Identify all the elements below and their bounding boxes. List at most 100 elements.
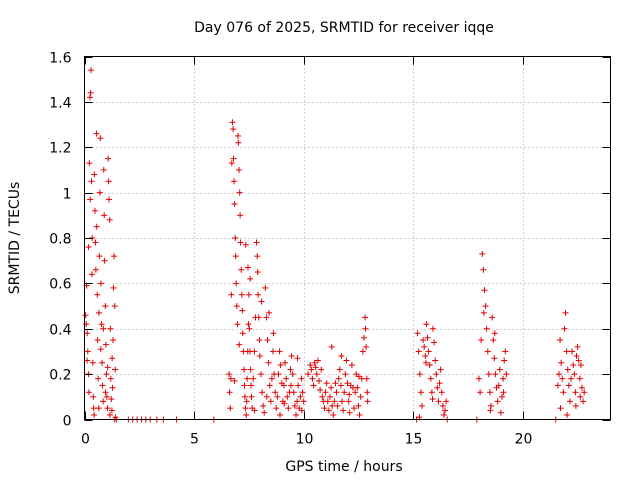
data-point bbox=[88, 67, 95, 74]
data-point bbox=[356, 411, 363, 418]
data-point bbox=[333, 389, 340, 396]
data-point bbox=[87, 196, 94, 203]
data-point bbox=[102, 341, 109, 348]
data-point bbox=[100, 166, 107, 173]
data-point bbox=[309, 375, 316, 382]
data-point bbox=[92, 239, 99, 246]
data-point bbox=[236, 189, 243, 196]
data-point bbox=[98, 321, 105, 328]
data-point bbox=[272, 389, 279, 396]
data-point bbox=[558, 359, 565, 366]
chart-title: Day 076 of 2025, SRMTID for receiver iqq… bbox=[194, 20, 494, 36]
data-point bbox=[579, 384, 586, 391]
data-point bbox=[269, 348, 276, 355]
data-point bbox=[480, 309, 487, 316]
data-point bbox=[232, 253, 239, 260]
data-point bbox=[259, 389, 266, 396]
data-point bbox=[107, 375, 114, 382]
data-point bbox=[241, 393, 248, 400]
data-point bbox=[479, 250, 486, 257]
data-point bbox=[258, 298, 265, 305]
data-point bbox=[254, 253, 261, 260]
data-point bbox=[571, 371, 578, 378]
data-point bbox=[476, 375, 482, 382]
data-point bbox=[95, 405, 102, 412]
data-point bbox=[267, 398, 274, 405]
data-point bbox=[86, 94, 93, 101]
data-point bbox=[263, 314, 270, 321]
data-point bbox=[109, 384, 116, 391]
data-point bbox=[248, 393, 255, 400]
data-point bbox=[487, 407, 494, 414]
data-point bbox=[362, 314, 369, 321]
data-point bbox=[93, 130, 100, 137]
data-point bbox=[99, 359, 106, 366]
data-point bbox=[423, 321, 430, 328]
data-point bbox=[307, 362, 314, 369]
data-point bbox=[491, 330, 498, 337]
data-point bbox=[231, 377, 238, 384]
data-point bbox=[105, 155, 112, 162]
data-point bbox=[317, 387, 324, 394]
data-point bbox=[495, 382, 502, 389]
x-axis-label: GPS time / hours bbox=[285, 459, 402, 475]
data-point bbox=[572, 389, 579, 396]
data-point bbox=[363, 343, 370, 350]
data-point bbox=[316, 377, 323, 384]
data-point bbox=[565, 382, 572, 389]
y-tick-label: 0.4 bbox=[49, 323, 71, 339]
data-point bbox=[437, 366, 444, 373]
data-point bbox=[230, 126, 237, 133]
data-point bbox=[262, 284, 269, 291]
data-point bbox=[251, 348, 258, 355]
data-point bbox=[241, 382, 248, 389]
data-point bbox=[331, 398, 338, 405]
data-point bbox=[434, 384, 441, 391]
data-point bbox=[264, 337, 271, 344]
data-point bbox=[559, 375, 566, 382]
data-point bbox=[235, 139, 242, 146]
data-point bbox=[323, 380, 330, 387]
data-point bbox=[248, 382, 255, 389]
data-point bbox=[344, 380, 351, 387]
data-point bbox=[328, 343, 335, 350]
data-point bbox=[348, 362, 355, 369]
data-point bbox=[234, 132, 241, 139]
data-point bbox=[310, 382, 317, 389]
data-point bbox=[436, 380, 443, 387]
data-point bbox=[580, 398, 587, 405]
data-point bbox=[311, 359, 318, 366]
data-point bbox=[563, 348, 570, 355]
data-point bbox=[268, 375, 275, 382]
data-point bbox=[109, 337, 116, 344]
data-point bbox=[233, 280, 240, 287]
data-point bbox=[577, 393, 584, 400]
data-point bbox=[275, 371, 282, 378]
data-point bbox=[499, 393, 506, 400]
data-point bbox=[243, 411, 250, 418]
x-tick-label: 20 bbox=[515, 432, 533, 448]
x-tick-label: 10 bbox=[296, 432, 314, 448]
data-point bbox=[566, 398, 573, 405]
data-point bbox=[482, 303, 489, 310]
data-point bbox=[244, 375, 251, 382]
data-point bbox=[231, 200, 238, 207]
data-point bbox=[428, 389, 435, 396]
data-point bbox=[502, 348, 509, 355]
data-point bbox=[92, 207, 99, 214]
x-tick-label: 0 bbox=[81, 432, 90, 448]
grid-layer bbox=[84, 56, 611, 420]
data-point bbox=[328, 384, 335, 391]
data-point bbox=[89, 359, 96, 366]
data-point bbox=[97, 346, 104, 353]
plot-frame bbox=[84, 56, 611, 420]
data-point bbox=[229, 119, 236, 126]
data-point bbox=[94, 291, 101, 298]
data-point bbox=[101, 257, 108, 264]
data-point bbox=[92, 266, 99, 273]
data-point bbox=[422, 352, 429, 359]
data-point bbox=[238, 291, 245, 298]
data-point bbox=[276, 348, 283, 355]
data-point bbox=[345, 398, 352, 405]
